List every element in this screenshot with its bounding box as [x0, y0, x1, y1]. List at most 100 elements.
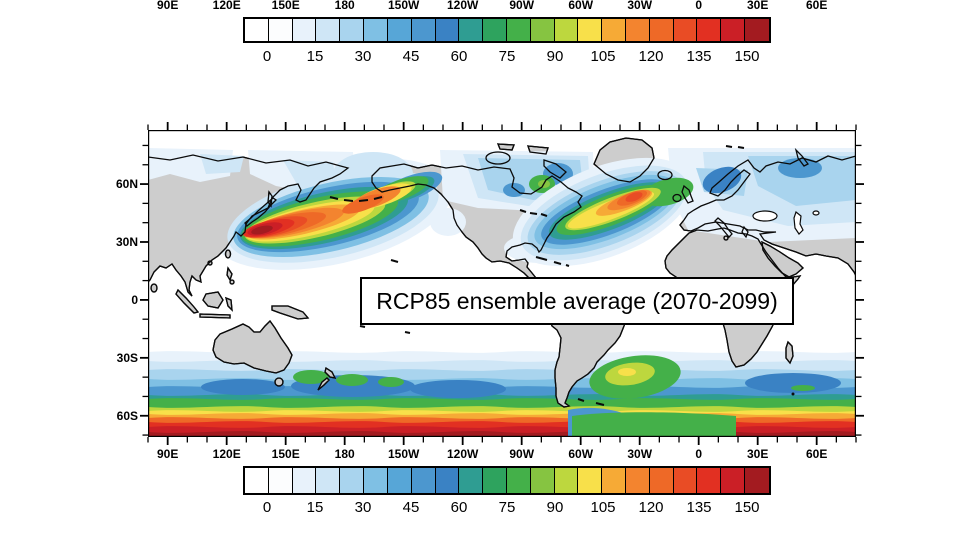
small-islands-and-lakes	[329, 145, 795, 406]
colorbar-tick-label: 15	[306, 499, 324, 516]
lon-label: 120W	[447, 0, 479, 12]
colorbar-box	[411, 468, 436, 493]
inner-seas	[752, 210, 820, 235]
hawaii	[390, 259, 399, 263]
lat-label: 30N	[115, 235, 138, 250]
axis-ticks	[140, 122, 864, 445]
lon-label: 180	[334, 0, 355, 12]
colorbar-box	[697, 19, 722, 41]
colorbar-tick-label: 135	[686, 48, 712, 65]
lon-label: 180	[334, 447, 355, 461]
colorbar-top-boxes	[243, 17, 771, 43]
colorbar-box	[649, 468, 674, 493]
colorbar-tick-label: 150	[734, 48, 760, 65]
colorbar-tick-label: 120	[638, 499, 664, 516]
colorbar-box	[316, 19, 341, 41]
falklands-south-georgia	[577, 398, 605, 406]
caribbean-islands	[535, 256, 570, 267]
colorbar-tick-label: 60	[450, 48, 468, 65]
colorbar-box	[459, 19, 484, 41]
lon-label: 120E	[212, 0, 241, 12]
colorbar-tick-label: 150	[734, 499, 760, 516]
lon-label: 60W	[568, 0, 594, 12]
colorbar-top-labels: 0 15 30 45 60 75 90 105 120 135 150	[243, 48, 771, 68]
lon-label: 60W	[568, 447, 594, 461]
lon-label: 150E	[271, 0, 300, 12]
lon-label: 120W	[447, 447, 479, 461]
colorbar-bottom-labels: 0 15 30 45 60 75 90 105 120 135 150	[243, 499, 771, 519]
lon-label: 30E	[747, 0, 769, 12]
colorbar-tick-label: 45	[402, 499, 420, 516]
colorbar-box	[673, 19, 698, 41]
north-atlantic-storm-track	[512, 157, 694, 267]
map-title-text: RCP85 ensemble average (2070-2099)	[376, 287, 778, 314]
colorbar-box	[245, 468, 269, 493]
lon-label: 150W	[388, 447, 420, 461]
colorbar-box	[506, 468, 531, 493]
lon-label: 150W	[388, 0, 420, 12]
aral-sea	[812, 210, 820, 216]
colorbar-box	[530, 468, 555, 493]
colorbar-box	[292, 19, 317, 41]
colorbar-box	[387, 468, 412, 493]
colorbar-box	[602, 19, 626, 41]
colorbar-box	[649, 19, 674, 41]
colorbar-tick-label: 75	[498, 48, 516, 65]
colorbar-box	[435, 19, 460, 41]
colorbar-box	[268, 468, 293, 493]
lat-label: 30S	[116, 351, 138, 366]
colorbar-box	[721, 19, 746, 41]
colorbar-tick-label: 90	[546, 48, 564, 65]
colorbar-tick-label: 105	[590, 499, 616, 516]
colorbar-tick-label: 120	[638, 48, 664, 65]
great-lakes	[519, 209, 548, 217]
colorbar-box	[697, 468, 722, 493]
colorbar-box	[364, 468, 388, 493]
lat-label: 60N	[115, 177, 138, 192]
colorbar-box	[459, 468, 484, 493]
colorbar-box	[506, 19, 531, 41]
colorbar-box	[602, 468, 626, 493]
polynesia	[359, 325, 411, 334]
lat-label: 60S	[116, 409, 138, 424]
colorbar-tick-label: 30	[354, 48, 372, 65]
colorbar-box	[530, 19, 555, 41]
colorbar-box	[411, 19, 436, 41]
subpolar-overland-bands	[148, 148, 856, 263]
colorbar-box	[626, 468, 650, 493]
colorbar-bottom: 0 15 30 45 60 75 90 105 120 135 150	[243, 466, 771, 519]
map-title-box: RCP85 ensemble average (2070-2099)	[360, 277, 794, 325]
colorbar-box	[721, 468, 746, 493]
colorbar-box	[554, 468, 579, 493]
southern-ocean-features	[201, 355, 841, 437]
colorbar-box	[673, 468, 698, 493]
colorbar-tick-label: 105	[590, 48, 616, 65]
lon-label: 150E	[271, 447, 300, 461]
lat-label: 0	[131, 293, 138, 308]
colorbar-tick-label: 0	[262, 499, 272, 516]
lon-label: 30E	[747, 447, 769, 461]
colorbar-tick-label: 135	[686, 499, 712, 516]
colorbar-bottom-boxes	[243, 466, 771, 495]
colorbar-box	[364, 19, 388, 41]
lon-label: 120E	[212, 447, 241, 461]
colorbar-box	[292, 468, 317, 493]
colorbar-box	[387, 19, 412, 41]
lon-label: 90E	[157, 0, 179, 12]
colorbar-tick-label: 15	[306, 48, 324, 65]
caspian-sea	[793, 210, 804, 235]
colorbar-box	[554, 19, 579, 41]
colorbar-box	[626, 19, 650, 41]
black-sea	[752, 210, 778, 222]
lon-label: 0	[695, 447, 703, 461]
colorbar-box	[245, 19, 269, 41]
lon-label: 30W	[627, 447, 653, 461]
lon-label: 90W	[509, 0, 535, 12]
colorbar-box	[340, 19, 365, 41]
colorbar-box	[745, 19, 769, 41]
colorbar-top: 0 15 30 45 60 75 90 105 120 135 150	[243, 17, 771, 68]
colorbar-box	[745, 468, 769, 493]
colorbar-tick-label: 60	[450, 499, 468, 516]
colorbar-tick-label: 45	[402, 48, 420, 65]
